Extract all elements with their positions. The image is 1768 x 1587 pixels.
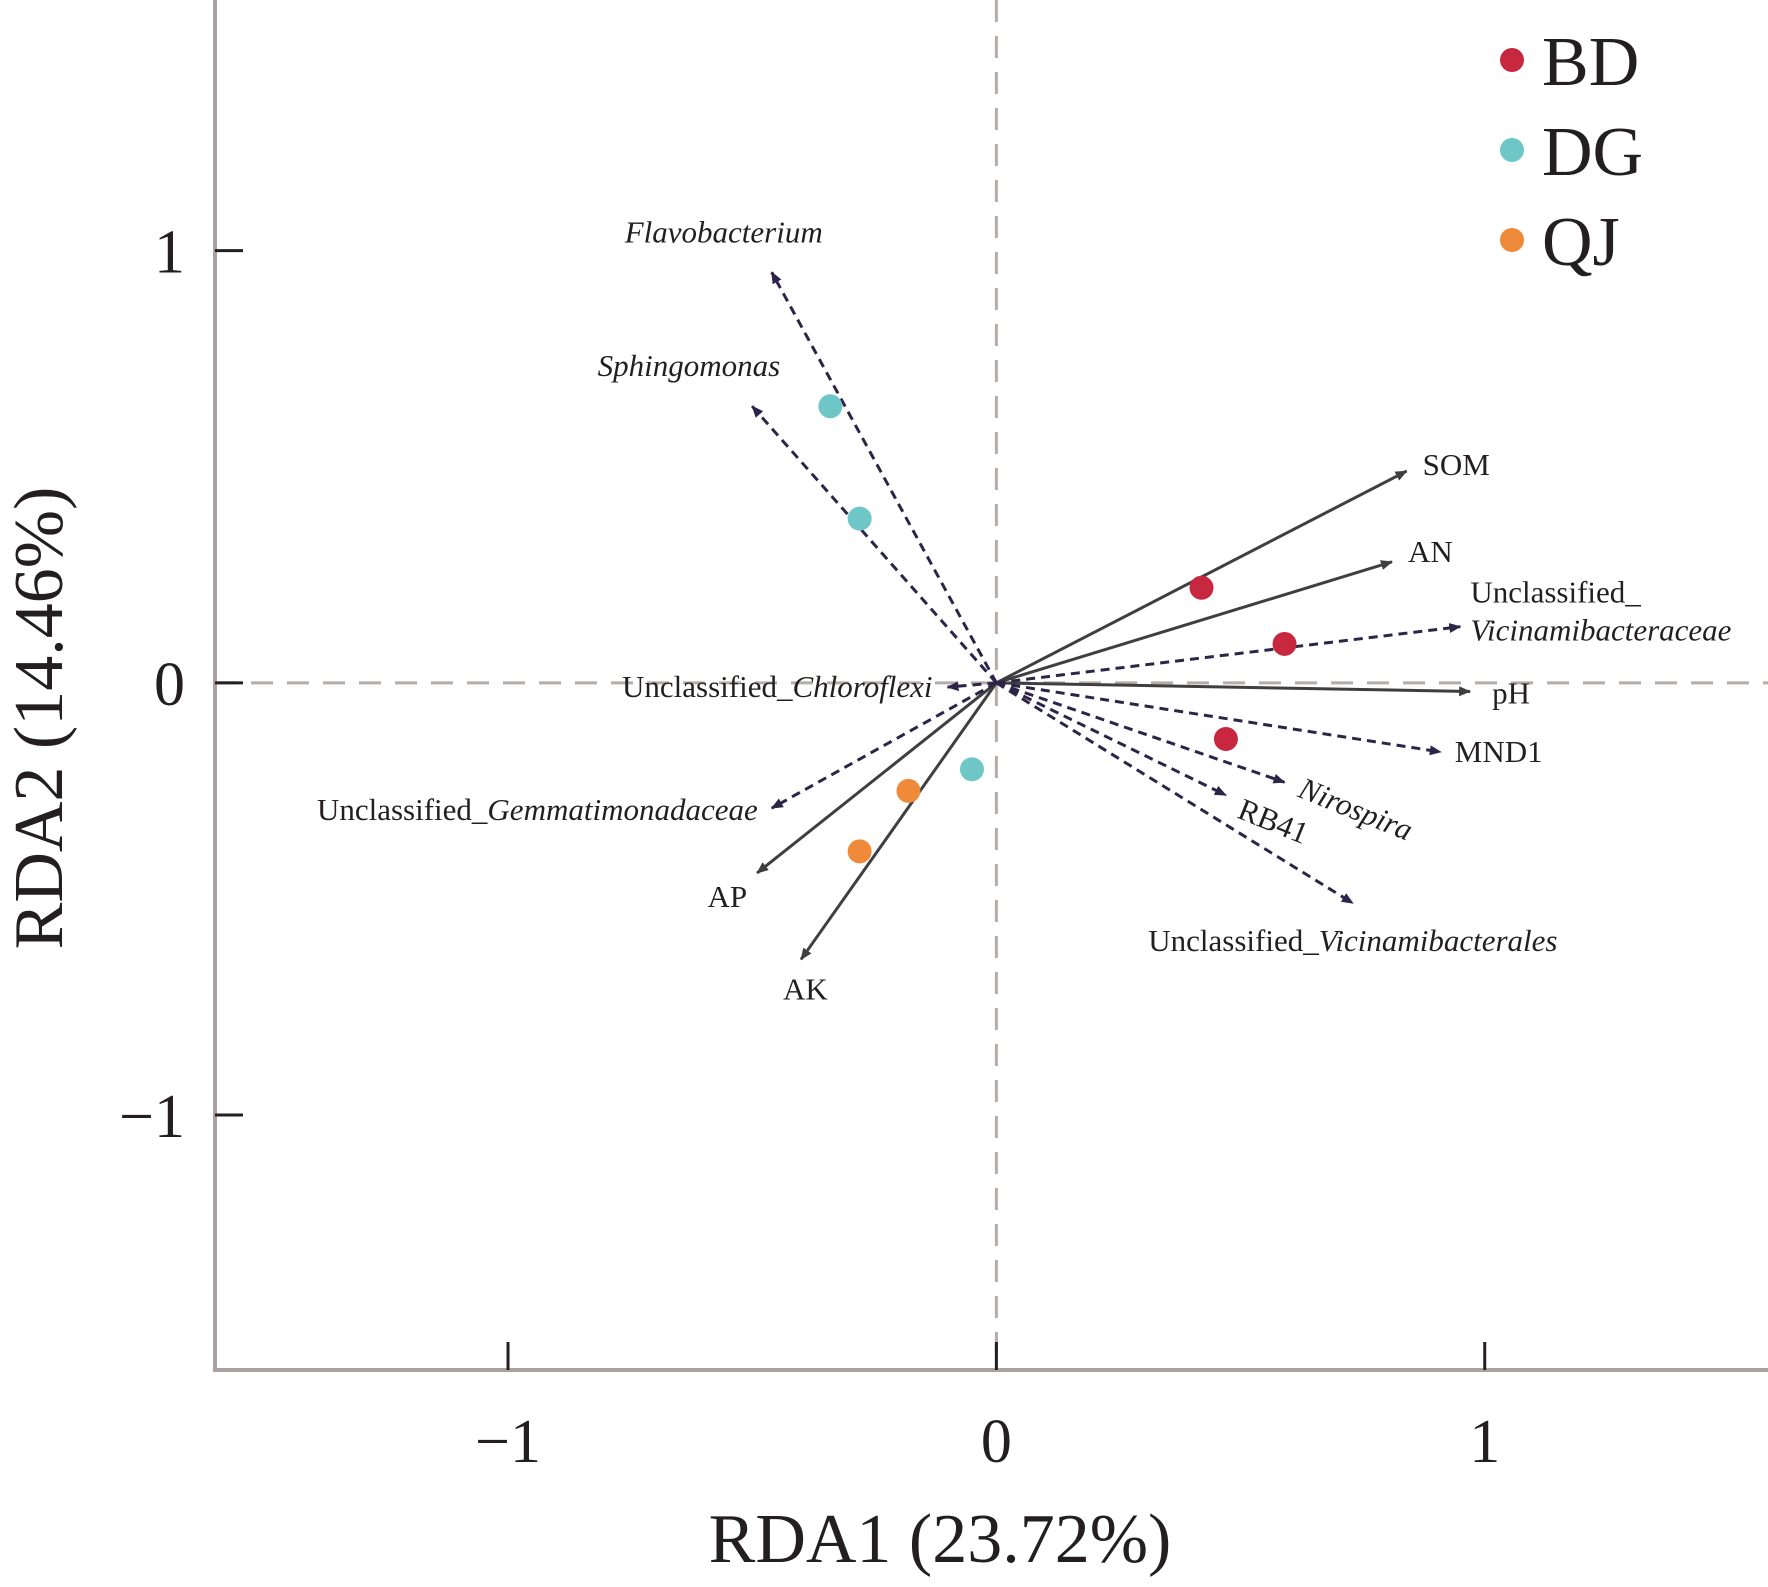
legend-marker-qj: [1500, 228, 1524, 252]
species-vector: [751, 405, 998, 684]
y-tick-label: −1: [119, 1083, 185, 1151]
y-tick-label: 1: [154, 219, 185, 287]
species-label-part: Flavobacterium: [624, 214, 823, 249]
species-label-part: Sphingomonas: [598, 348, 781, 383]
species-vector: [996, 623, 1462, 685]
sample-point-bd: [1213, 727, 1238, 752]
env-vector-ap: [756, 681, 998, 875]
sample-point-qj: [896, 778, 921, 803]
x-tick-label: −1: [475, 1408, 541, 1476]
species-vector: [946, 681, 997, 692]
sample-point-dg: [959, 757, 984, 782]
species-vector-label: Flavobacterium: [624, 214, 823, 249]
legend-label: DG: [1542, 114, 1643, 191]
species-vector: [770, 681, 998, 810]
sample-point-dg: [847, 506, 872, 531]
env-vector-label: SOM: [1423, 447, 1490, 482]
species-label-part: Gemmatimonadaceae: [487, 792, 758, 827]
species-vector-label: Unclassified_Vicinamibacterales: [1148, 923, 1557, 958]
species-label-part: Unclassified_: [1148, 923, 1319, 958]
env-vector-label: AP: [707, 879, 747, 914]
species-label-part: Unclassified_: [317, 792, 488, 827]
y-axis-title: RDA2 (14.46%): [1, 487, 78, 950]
species-label-part: Vicinamibacteraceae: [1470, 613, 1731, 648]
sample-point-qj: [847, 839, 872, 864]
axes: −1 0 1 1 0 −1: [119, 0, 1768, 1476]
species-vector-label: Unclassified_Chloroflexi: [622, 669, 933, 704]
y-tick-label: 0: [154, 651, 185, 719]
env-vector-an: [995, 560, 1393, 685]
legend: BD DG QJ: [1500, 24, 1643, 281]
species-label-part: Unclassified_: [1470, 575, 1641, 610]
legend-label: BD: [1542, 24, 1639, 101]
species-vector: [995, 681, 1227, 797]
species-label-part: Chloroflexi: [792, 669, 932, 704]
environment-vectors: SOM AN pH AP AK: [707, 447, 1530, 1006]
species-vector-label: Unclassified_Gemmatimonadaceae: [317, 792, 758, 827]
species-vector: [770, 271, 998, 684]
species-vector-label: Nirospira: [1293, 770, 1418, 848]
species-vector: [995, 681, 1286, 784]
env-vector-label: pH: [1492, 675, 1530, 710]
x-axis-title: RDA1 (23.72%): [709, 1501, 1172, 1578]
legend-marker-dg: [1500, 138, 1524, 162]
env-vector-label: AK: [783, 971, 828, 1006]
env-vector-ph: [996, 681, 1472, 697]
species-label-part: MND1: [1455, 734, 1543, 769]
species-vector-label: Sphingomonas: [598, 348, 781, 383]
env-vector-label: AN: [1408, 534, 1453, 569]
sample-point-dg: [818, 394, 843, 419]
species-vector: [995, 681, 1354, 905]
x-tick-label: 0: [981, 1408, 1012, 1476]
env-vector-ak: [799, 681, 998, 961]
sample-point-bd: [1272, 631, 1297, 656]
legend-marker-bd: [1500, 48, 1524, 72]
x-tick-label: 1: [1469, 1408, 1500, 1476]
sample-points: [818, 394, 1297, 864]
species-vector-label: Unclassified_ Vicinamibacteraceae: [1470, 575, 1731, 648]
species-label-part: Nirospira: [1293, 770, 1418, 848]
species-label-part: Unclassified_: [622, 669, 793, 704]
species-label-part: Vicinamibacterales: [1319, 923, 1558, 958]
sample-point-bd: [1189, 575, 1214, 600]
species-vector-label: MND1: [1455, 734, 1543, 769]
legend-label: QJ: [1542, 204, 1620, 281]
